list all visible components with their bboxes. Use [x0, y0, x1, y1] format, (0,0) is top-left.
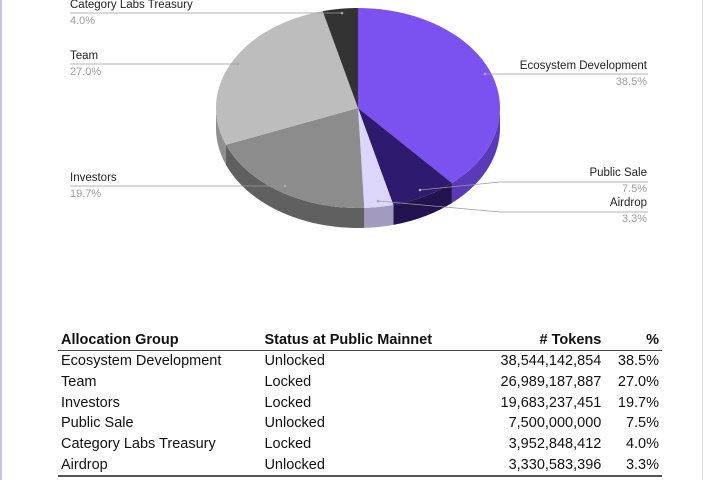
table-cell: Airdrop	[58, 454, 262, 478]
table-cell: 7.5%	[625, 415, 659, 432]
table-cell: Investors	[61, 394, 120, 411]
table-cell: 3,952,848,412	[508, 436, 602, 453]
table-cell: 38.5%	[617, 353, 659, 370]
table-cell: 19.7%	[617, 394, 659, 411]
table-cell: 7,500,000,000	[508, 415, 602, 432]
pct-ecosystem: 38.5%	[615, 76, 647, 88]
table-cell: 3,330,583,396	[473, 454, 605, 478]
table-row: Team Locked 26,989,187,887 27.0%	[58, 372, 662, 393]
table-cell: 3.3%	[604, 454, 662, 478]
leader-dot-2	[376, 199, 380, 203]
label-investors: Investors	[70, 172, 117, 184]
table-cell: 19,683,237,451	[500, 394, 602, 411]
leader-dot-1	[418, 188, 422, 192]
pct-team: 27.0%	[70, 66, 102, 78]
table-cell: 27.0%	[617, 374, 659, 391]
pie-slice-team	[216, 11, 358, 145]
col-header: # Tokens	[473, 330, 605, 351]
table-cell: 4.0%	[625, 436, 659, 453]
col-header: Allocation Group	[58, 330, 262, 351]
table-cell: Unlocked	[264, 353, 325, 370]
pie-side-1	[393, 183, 452, 225]
pie-slice-category-labs-treasury	[322, 8, 358, 108]
frame-border-right	[702, 0, 703, 480]
pct-treasury: 4.0%	[70, 15, 96, 27]
pie-side-4	[216, 108, 226, 165]
table-row: Investors Locked 19,683,237,451 19.7%	[58, 392, 662, 413]
table-row: Public Sale Unlocked 7,500,000,000 7.5%	[58, 413, 662, 434]
leader-dot-4	[236, 62, 240, 66]
leader-line-1	[419, 181, 648, 191]
pie-slice-investors	[225, 108, 365, 208]
label-team: Team	[70, 50, 99, 62]
table-cell: 38,544,142,854	[500, 353, 602, 370]
table-cell: Public Sale	[61, 415, 134, 432]
table-cell: Locked	[264, 394, 312, 411]
pie-chart	[70, 8, 648, 228]
pct-investors: 19.7%	[70, 188, 102, 200]
table-cell: 26,989,187,887	[500, 374, 602, 391]
label-airdrop: Airdrop	[609, 197, 647, 209]
table-row: Ecosystem Development Unlocked 38,544,142,…	[58, 351, 662, 372]
table-row: Category Labs Treasury Locked 3,952,848,41…	[58, 434, 662, 455]
table-cell: Locked	[264, 436, 312, 453]
pie-slice-airdrop	[358, 108, 394, 208]
pie-slice-ecosystem-development	[358, 8, 500, 184]
table-cell: Ecosystem Development	[61, 353, 222, 370]
pie-side-0	[451, 108, 500, 204]
table-row: Airdrop Unlocked 3,330,583,396 3.3%	[58, 454, 662, 478]
table-cell: Locked	[264, 374, 312, 391]
leader-dot-3	[283, 184, 287, 188]
pie-slice-public-sale	[358, 108, 452, 205]
pie-side-2	[364, 204, 394, 228]
table-cell: Unlocked	[261, 454, 474, 478]
label-ecosystem: Ecosystem Development	[519, 60, 647, 72]
leader-dot-0	[483, 72, 487, 76]
frame-border-left	[0, 0, 2, 480]
table-cell: Category Labs Treasury	[61, 436, 216, 453]
leader-dot-5	[340, 11, 344, 15]
label-treasury: Category Labs Treasury	[70, 0, 193, 11]
pct-public-sale: 7.5%	[621, 183, 647, 195]
leader-line-2	[377, 200, 648, 213]
table-cell: Team	[61, 374, 97, 391]
label-public-sale: Public Sale	[589, 167, 647, 179]
allocation-table: Allocation Group Status at Public Mainne…	[58, 330, 662, 478]
table-cell: Unlocked	[264, 415, 325, 432]
table-header-row: Allocation Group Status at Public Mainne…	[58, 330, 662, 351]
col-header: %	[604, 330, 662, 351]
pct-airdrop: 3.3%	[621, 213, 647, 225]
col-header: Status at Public Mainnet	[261, 330, 474, 351]
pie-side-3	[225, 144, 365, 228]
